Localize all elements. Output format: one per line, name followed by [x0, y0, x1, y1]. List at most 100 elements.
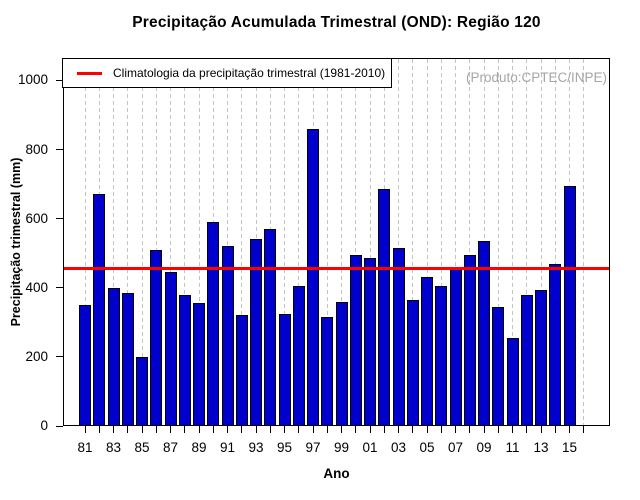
- bar-06: [435, 286, 448, 426]
- bar-92: [235, 315, 248, 426]
- bar-98: [321, 317, 334, 426]
- gridline: [554, 59, 556, 425]
- bar-88: [178, 294, 191, 426]
- x-tick-label: 91: [219, 440, 236, 455]
- bar-85: [136, 356, 148, 426]
- gridline: [84, 59, 86, 425]
- gridline: [497, 59, 499, 425]
- x-tick-label: 09: [476, 440, 492, 455]
- x-tick: [227, 426, 228, 433]
- x-axis-title: Ano: [323, 466, 350, 481]
- producer-watermark: (Produto:CPTEC/INPE): [465, 70, 607, 85]
- x-tick: [170, 426, 171, 433]
- gridline: [583, 59, 585, 425]
- gridline: [341, 59, 342, 425]
- gridline: [398, 59, 399, 425]
- climatology-line: [64, 266, 609, 270]
- y-tick: [56, 287, 63, 289]
- gridline: [298, 59, 300, 425]
- gridline: [412, 59, 414, 425]
- y-axis-title: Precipitação trimestral (mm): [9, 157, 23, 327]
- gridline: [440, 59, 442, 425]
- bar-91: [221, 246, 234, 426]
- x-tick-label: 15: [561, 440, 578, 455]
- legend-line-swatch: [77, 71, 102, 75]
- x-tick: [298, 426, 300, 433]
- gridline: [512, 59, 513, 425]
- x-tick-label: 05: [419, 440, 435, 455]
- x-tick: [497, 426, 499, 433]
- x-tick: [212, 426, 214, 433]
- gridline: [469, 59, 471, 425]
- gridline: [127, 59, 129, 425]
- bar-07: [449, 268, 462, 426]
- x-tick-label: 03: [390, 440, 407, 455]
- gridline: [155, 59, 157, 425]
- gridline: [326, 59, 328, 425]
- bar-08: [463, 254, 476, 426]
- x-tick-label: 11: [505, 440, 520, 455]
- x-tick: [355, 426, 357, 433]
- y-tick-label: 600: [25, 210, 48, 226]
- gridline: [455, 59, 456, 425]
- gridline: [141, 59, 143, 425]
- x-tick-label: 83: [105, 440, 122, 455]
- x-tick: [255, 426, 257, 433]
- bar-03: [392, 248, 405, 426]
- x-tick: [554, 426, 556, 433]
- chart-title: Precipitação Acumulada Trimestral (OND):…: [132, 14, 541, 31]
- bar-96: [292, 286, 305, 426]
- bar-99: [335, 301, 348, 426]
- gridline: [113, 59, 114, 425]
- x-tick-label: 93: [248, 440, 264, 455]
- x-tick: [341, 426, 342, 433]
- y-tick: [56, 356, 63, 358]
- bar-14: [549, 263, 562, 426]
- bar-01: [364, 258, 376, 426]
- x-tick-label: 95: [276, 440, 293, 455]
- x-tick-label: 97: [305, 440, 321, 455]
- bar-04: [406, 299, 419, 426]
- x-tick: [512, 426, 513, 433]
- bar-82: [93, 194, 106, 426]
- gridline: [369, 59, 371, 425]
- gridline: [198, 59, 200, 425]
- bar-90: [207, 222, 220, 426]
- x-tick: [483, 426, 485, 433]
- x-tick: [540, 426, 542, 433]
- gridline: [526, 59, 528, 425]
- y-tick-label: 200: [25, 348, 48, 364]
- bar-93: [250, 239, 262, 426]
- legend-label: Climatologia da precipitação trimestral …: [113, 66, 386, 80]
- x-tick: [583, 426, 585, 433]
- x-tick: [198, 426, 200, 433]
- x-tick: [426, 426, 428, 433]
- x-tick: [269, 426, 271, 433]
- x-tick: [127, 426, 129, 433]
- x-tick: [184, 426, 186, 433]
- x-tick: [398, 426, 399, 433]
- x-tick: [440, 426, 442, 433]
- x-tick: [241, 426, 243, 433]
- bar-11: [506, 337, 519, 426]
- x-tick: [526, 426, 528, 433]
- x-tick-label: 13: [533, 440, 549, 455]
- bar-84: [121, 292, 134, 426]
- x-tick: [369, 426, 371, 433]
- x-tick-label: 87: [162, 440, 179, 455]
- y-tick-label: 0: [40, 418, 48, 433]
- y-tick-label: 1000: [17, 72, 48, 88]
- x-tick: [383, 426, 385, 433]
- y-tick: [56, 425, 63, 427]
- bar-87: [164, 272, 177, 426]
- bar-94: [264, 229, 277, 426]
- x-tick-label: 89: [191, 440, 207, 455]
- gridline: [540, 59, 542, 425]
- gridline: [184, 59, 186, 425]
- gridline: [284, 59, 285, 425]
- bar-09: [478, 241, 490, 426]
- x-tick-label: 99: [333, 440, 350, 455]
- x-tick-label: 01: [362, 440, 378, 455]
- x-tick: [98, 426, 100, 433]
- gridline: [355, 59, 357, 425]
